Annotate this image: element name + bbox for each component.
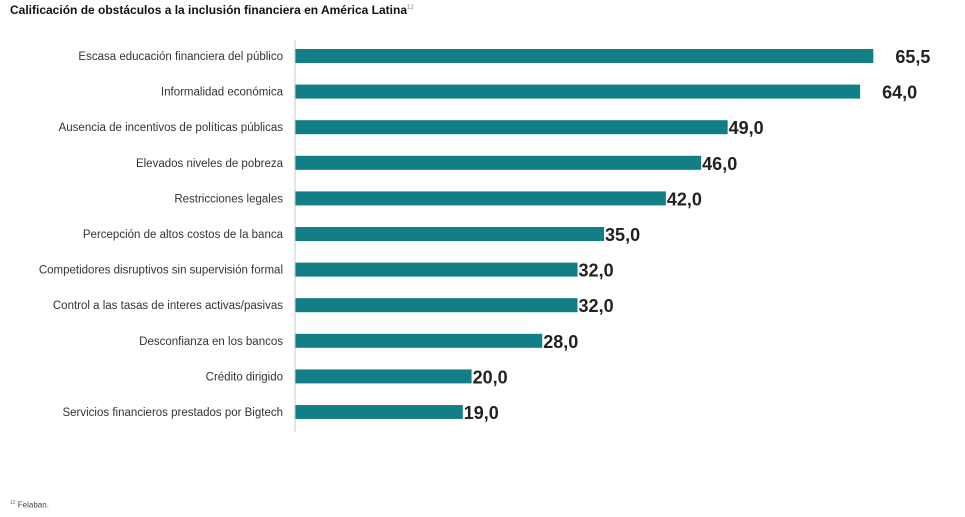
footnote: 12 Felaban.	[10, 500, 49, 510]
category-label: Desconfianza en los bancos	[139, 336, 283, 348]
footnote-ref: 12	[10, 500, 16, 506]
footnote-text: Felaban.	[17, 500, 49, 510]
bar	[295, 333, 543, 348]
category-label: Percepción de altos costos de la banca	[83, 229, 284, 241]
category-label: Servicios financieros prestados por Bigt…	[62, 407, 283, 419]
value-label: 28,0	[543, 332, 578, 352]
category-label: Escasa educación financiera del público	[78, 51, 283, 63]
value-label: 46,0	[702, 154, 737, 174]
chart-title-text: Calificación de obstáculos a la inclusió…	[10, 3, 408, 17]
bar	[295, 298, 578, 313]
bar	[295, 84, 861, 99]
bar	[295, 227, 605, 241]
value-label: 42,0	[667, 189, 702, 209]
value-label: 32,0	[579, 296, 614, 316]
value-label: 49,0	[729, 118, 764, 138]
bar	[295, 262, 578, 277]
category-label: Informalidad económica	[161, 87, 284, 99]
value-label: 35,0	[605, 225, 640, 245]
chart-title: Calificación de obstáculos a la inclusió…	[10, 3, 414, 17]
value-label: 20,0	[473, 367, 508, 387]
value-label: 65,5	[895, 47, 930, 67]
bar	[295, 191, 666, 206]
category-label: Elevados niveles de pobreza	[136, 158, 284, 170]
bar	[295, 405, 463, 419]
value-label: 19,0	[464, 403, 499, 423]
category-label: Control a las tasas de interes activas/p…	[53, 300, 283, 312]
title-footnote-ref: 12	[407, 5, 414, 11]
value-label: 64,0	[882, 83, 917, 103]
bar	[295, 155, 702, 170]
bar	[295, 49, 874, 63]
bar	[295, 120, 728, 135]
category-label: Ausencia de incentivos de políticas públ…	[59, 122, 284, 134]
category-label: Crédito dirigido	[206, 371, 283, 383]
category-label: Restricciones legales	[174, 193, 283, 205]
value-label: 32,0	[579, 261, 614, 281]
bar	[295, 369, 472, 384]
category-label: Competidores disruptivos sin supervisión…	[39, 265, 283, 277]
